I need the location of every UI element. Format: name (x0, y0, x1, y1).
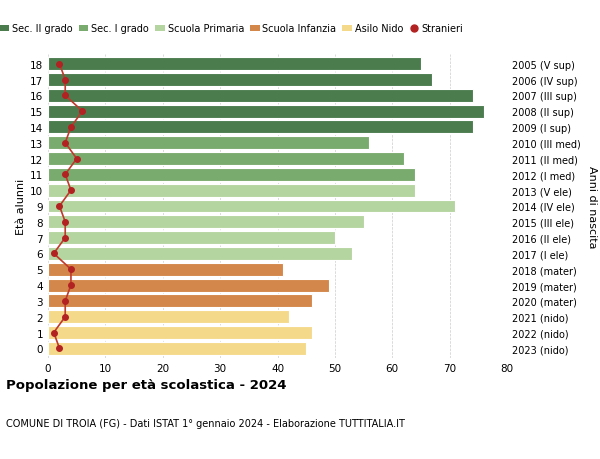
Bar (48, 247, 352, 260)
Bar (48, 216, 364, 229)
Bar (48, 185, 415, 197)
Bar (48, 137, 370, 150)
Bar (48, 326, 312, 339)
Bar (48, 106, 484, 118)
Bar (48, 58, 421, 71)
Bar (48, 90, 473, 102)
Text: COMUNE DI TROIA (FG) - Dati ISTAT 1° gennaio 2024 - Elaborazione TUTTITALIA.IT: COMUNE DI TROIA (FG) - Dati ISTAT 1° gen… (6, 418, 405, 428)
Y-axis label: Anni di nascita: Anni di nascita (587, 165, 597, 248)
Bar (48, 279, 329, 292)
Bar (48, 311, 289, 324)
Y-axis label: Età alunni: Età alunni (16, 179, 26, 235)
Bar (48, 200, 455, 213)
Bar (48, 295, 312, 308)
Bar (48, 342, 306, 355)
Text: Popolazione per età scolastica - 2024: Popolazione per età scolastica - 2024 (6, 379, 287, 392)
Bar (48, 168, 415, 181)
Legend: Sec. II grado, Sec. I grado, Scuola Primaria, Scuola Infanzia, Asilo Nido, Stran: Sec. II grado, Sec. I grado, Scuola Prim… (0, 21, 467, 38)
Bar (48, 232, 335, 245)
Bar (48, 153, 404, 166)
Bar (48, 121, 473, 134)
Bar (48, 74, 433, 87)
Bar (48, 263, 283, 276)
